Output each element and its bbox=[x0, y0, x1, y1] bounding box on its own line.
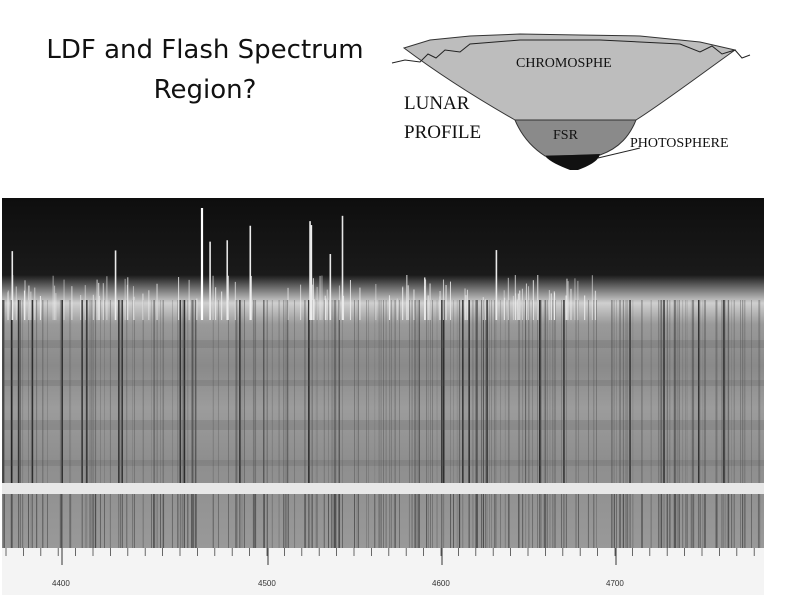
spectrum-separator bbox=[2, 483, 764, 494]
scale-label: 4500 bbox=[258, 579, 276, 588]
scale-label: 4700 bbox=[606, 579, 624, 588]
spectrum-image: 4400 4500 4600 4700 bbox=[2, 198, 764, 595]
slide-title: LDF and Flash Spectrum Region? bbox=[20, 30, 390, 110]
scale-background bbox=[2, 548, 764, 595]
chromosphere-label: CHROMOSPHE bbox=[516, 56, 612, 71]
spectrum-band bbox=[2, 420, 764, 430]
lunar-label: LUNAR bbox=[404, 93, 470, 114]
chromosphere-shape bbox=[402, 33, 737, 121]
title-line: Region? bbox=[153, 75, 257, 105]
spectrum-band bbox=[2, 460, 764, 466]
photosphere-pointer bbox=[597, 147, 641, 159]
fsr-label: FSR bbox=[553, 128, 579, 143]
photosphere-label: PHOTOSPHERE bbox=[630, 136, 729, 151]
spectrum-band bbox=[2, 340, 764, 348]
scale-label: 4600 bbox=[432, 579, 450, 588]
fsr-shape bbox=[514, 119, 637, 157]
profile-label: PROFILE bbox=[404, 122, 481, 143]
spectrum-band bbox=[2, 380, 764, 386]
eclipse-diagram: CHROMOSPHE LUNAR PROFILE FSR PHOTOSPHERE bbox=[391, 33, 751, 170]
scale-label: 4400 bbox=[52, 579, 70, 588]
title-line: LDF and Flash Spectrum bbox=[46, 35, 364, 65]
photosphere-shape bbox=[545, 154, 600, 170]
lunar-profile-line bbox=[391, 39, 751, 64]
